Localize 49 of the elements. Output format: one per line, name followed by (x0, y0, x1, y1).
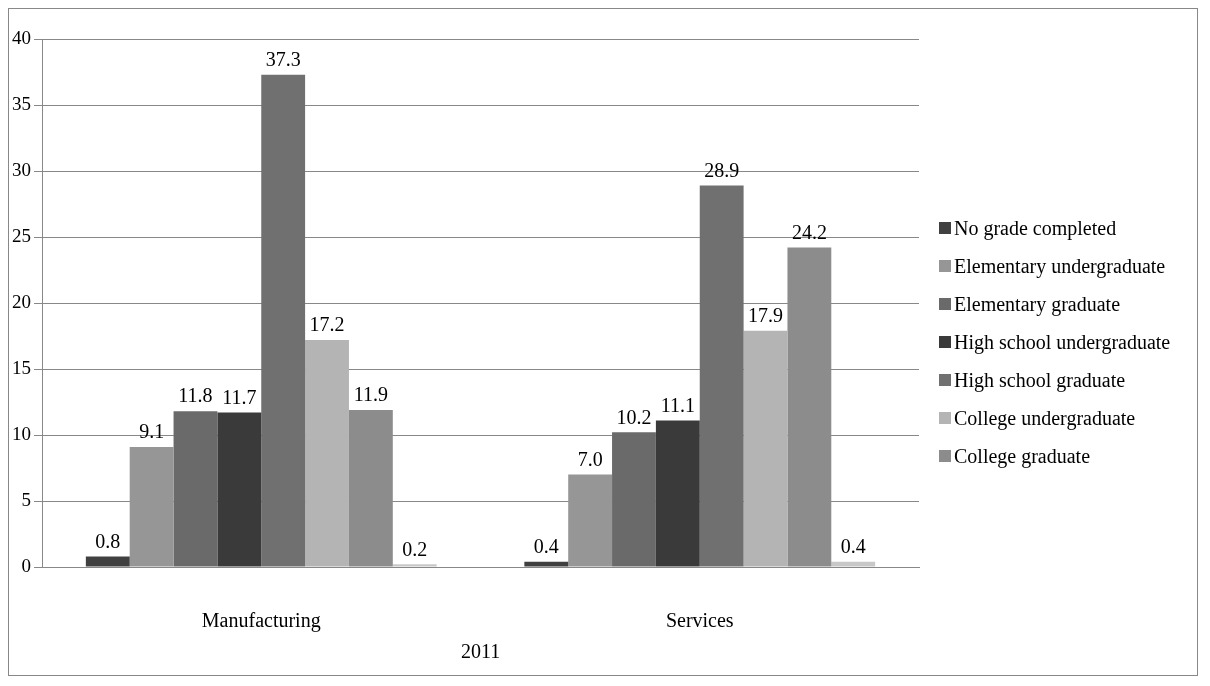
data-label: 11.9 (353, 383, 389, 406)
bar (305, 339, 349, 567)
y-tick-label: 35 (12, 92, 31, 114)
x-axis-title: 2011 (460, 640, 501, 663)
bar (612, 432, 656, 567)
data-label: 11.8 (178, 384, 213, 407)
y-tick-label: 0 (21, 554, 31, 576)
data-label: 0.4 (840, 534, 866, 557)
data-label: 11.7 (222, 385, 257, 408)
legend-label: No grade completed (954, 216, 1117, 240)
data-label: 11.1 (660, 393, 695, 416)
data-label: 0.2 (402, 537, 428, 560)
y-tick-label: 20 (12, 290, 31, 312)
legend-label: High school graduate (954, 368, 1126, 392)
bar (743, 330, 788, 567)
data-label: 0.8 (95, 529, 121, 552)
data-label: 0.4 (533, 534, 559, 557)
data-label: 17.2 (309, 313, 345, 336)
y-tick-label: 25 (12, 224, 31, 246)
y-tick-label: 10 (12, 422, 31, 444)
bar (524, 561, 569, 567)
bar (129, 446, 174, 567)
legend-label: High school undergraduate (954, 330, 1171, 354)
data-label: 9.1 (139, 420, 165, 443)
bar (261, 74, 306, 567)
y-tick-label: 30 (12, 158, 31, 180)
y-tick-label: 40 (12, 26, 31, 48)
data-label: 10.2 (616, 405, 652, 428)
data-label: 24.2 (791, 220, 827, 243)
y-tick-label: 15 (12, 356, 31, 378)
legend-label: Elementary undergraduate (954, 254, 1166, 278)
legend-label: Elementary graduate (954, 292, 1121, 316)
bar (831, 561, 876, 567)
legend-label: College graduate (954, 444, 1091, 468)
bar (699, 185, 744, 567)
data-label: 37.3 (265, 47, 301, 70)
bar (568, 474, 613, 567)
data-label: 28.9 (704, 158, 740, 181)
bar (85, 556, 130, 567)
data-label: 17.9 (748, 303, 784, 326)
x-tick-label: Services (665, 609, 734, 632)
bar (655, 420, 700, 567)
y-tick-label: 5 (21, 488, 31, 510)
bar (392, 564, 437, 567)
bar (217, 412, 262, 567)
data-label: 7.0 (577, 447, 603, 470)
bar (173, 411, 218, 567)
x-tick-label: Manufacturing (201, 609, 321, 633)
legend-label: College undergraduate (954, 406, 1136, 430)
